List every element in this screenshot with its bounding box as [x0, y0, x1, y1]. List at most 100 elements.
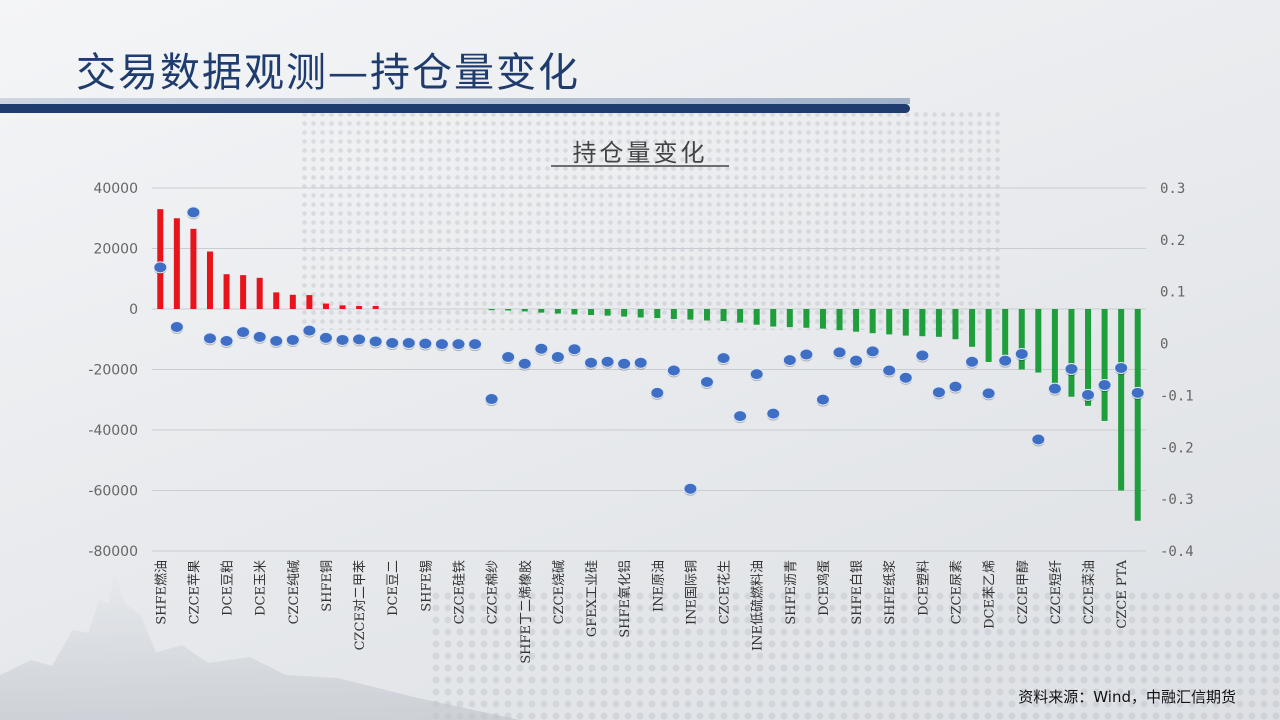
x-tick-label: DCE豆粕	[221, 560, 236, 616]
x-tick-label: SHFE氧化铝	[618, 560, 633, 638]
scatter-point	[567, 343, 582, 356]
bar	[621, 309, 628, 317]
bar	[952, 309, 959, 340]
scatter-point	[1081, 388, 1096, 401]
scatter-point	[965, 355, 980, 368]
scatter-point	[153, 261, 168, 274]
bar	[654, 309, 661, 319]
bar	[339, 305, 346, 309]
scatter-point	[285, 333, 300, 346]
x-tick-label: DCE苯乙烯	[983, 560, 998, 629]
scatter-point	[749, 368, 764, 381]
title-bar: 交易数据观测—持仓量变化	[0, 0, 1280, 113]
bar	[637, 309, 644, 318]
x-tick-label: DCE鸡蛋	[816, 560, 832, 616]
y-tick-label: -20000	[88, 363, 138, 379]
bar	[1018, 309, 1025, 370]
bar	[803, 309, 810, 328]
x-tick-label: CZCE棉纱	[486, 560, 501, 624]
bar	[836, 309, 843, 331]
bar	[1101, 309, 1108, 421]
bar	[505, 309, 512, 311]
title-underline	[0, 104, 910, 113]
x-tick-label: CZCE烧碱	[552, 560, 567, 624]
x-tick-label: CZCE菜油	[1082, 560, 1097, 624]
bar	[902, 309, 909, 336]
bar	[571, 309, 578, 315]
bar	[273, 292, 280, 309]
scatter-point	[815, 393, 830, 406]
x-tick-label: CZCE苹果	[187, 560, 202, 624]
y2-tick-label: 0.3	[1160, 181, 1185, 197]
y2-tick-label: 0.2	[1160, 233, 1185, 249]
scatter-point	[782, 354, 797, 367]
scatter-point	[849, 354, 864, 367]
bar	[190, 228, 197, 309]
x-tick-label: CZCE对二甲苯	[353, 560, 368, 650]
y2-tick-label: -0.3	[1160, 492, 1194, 508]
scatter-point	[1047, 382, 1062, 395]
bar	[919, 309, 926, 337]
x-tick-label: CZCE尿素	[949, 560, 964, 624]
bar	[1118, 309, 1125, 491]
scatter-point	[666, 364, 681, 377]
scatter-point	[1114, 361, 1129, 374]
scatter-point	[335, 333, 350, 346]
bar	[853, 309, 860, 332]
bar	[322, 303, 329, 309]
scatter-point	[451, 338, 466, 351]
scatter-point	[617, 357, 632, 370]
bar	[985, 309, 992, 362]
bar	[157, 209, 164, 309]
y-tick-label: -80000	[88, 544, 138, 560]
scatter-point	[1130, 386, 1145, 399]
source-note: 资料来源：Wind，中融汇信期货	[1018, 688, 1236, 706]
y2-tick-label: -0.4	[1160, 544, 1194, 560]
bar	[240, 275, 247, 309]
scatter-point	[352, 333, 367, 346]
bar	[604, 309, 611, 316]
scatter-point	[236, 326, 251, 339]
x-tick-label: SHFE铜	[320, 560, 335, 612]
scatter-point	[1097, 379, 1112, 392]
bar	[1134, 309, 1141, 521]
bar	[488, 309, 495, 311]
scatter-point	[832, 346, 847, 359]
scatter-point	[302, 324, 317, 337]
scatter-point	[484, 393, 499, 406]
dot-pattern-decoration	[430, 590, 1280, 720]
x-tick-label: INE国际铜	[684, 560, 699, 625]
x-tick-label: DCE塑料	[916, 560, 931, 616]
x-tick-label: SHFE纸浆	[883, 560, 898, 625]
bar	[770, 309, 777, 327]
scatter-point	[186, 206, 201, 219]
bar	[753, 309, 760, 325]
x-tick-label: SHFE丁二烯橡胶	[518, 560, 534, 664]
x-tick-label: INE低硫燃料油	[750, 560, 766, 651]
x-tick-label: SHFE沥青	[784, 560, 799, 625]
bar	[173, 218, 180, 309]
x-tick-label: CZCE花生	[717, 560, 733, 624]
scatter-point	[434, 338, 449, 351]
scatter-point	[733, 410, 748, 423]
x-tick-label: CZCE纯碱	[287, 560, 302, 624]
y-tick-label: -60000	[88, 484, 138, 500]
x-tick-label: GFEX工业硅	[585, 560, 600, 637]
y-tick-label: 40000	[93, 181, 138, 197]
y-tick-label: 0	[129, 302, 138, 318]
x-tick-label: CZCE硅铁	[452, 560, 467, 624]
scatter-point	[931, 386, 946, 399]
scatter-point	[898, 371, 913, 384]
x-tick-label: DCE玉米	[254, 560, 269, 616]
scatter-point	[766, 407, 781, 420]
scatter-point	[633, 356, 648, 369]
scatter-point	[550, 351, 565, 364]
bar	[1085, 309, 1092, 406]
scatter-point	[202, 332, 217, 345]
bar	[306, 295, 313, 309]
title-underline-highlight	[0, 98, 910, 104]
scatter-point	[948, 380, 963, 393]
x-tick-label: CZCE短纤	[1049, 560, 1064, 624]
scatter-point	[418, 337, 433, 350]
scatter-point	[534, 342, 549, 355]
